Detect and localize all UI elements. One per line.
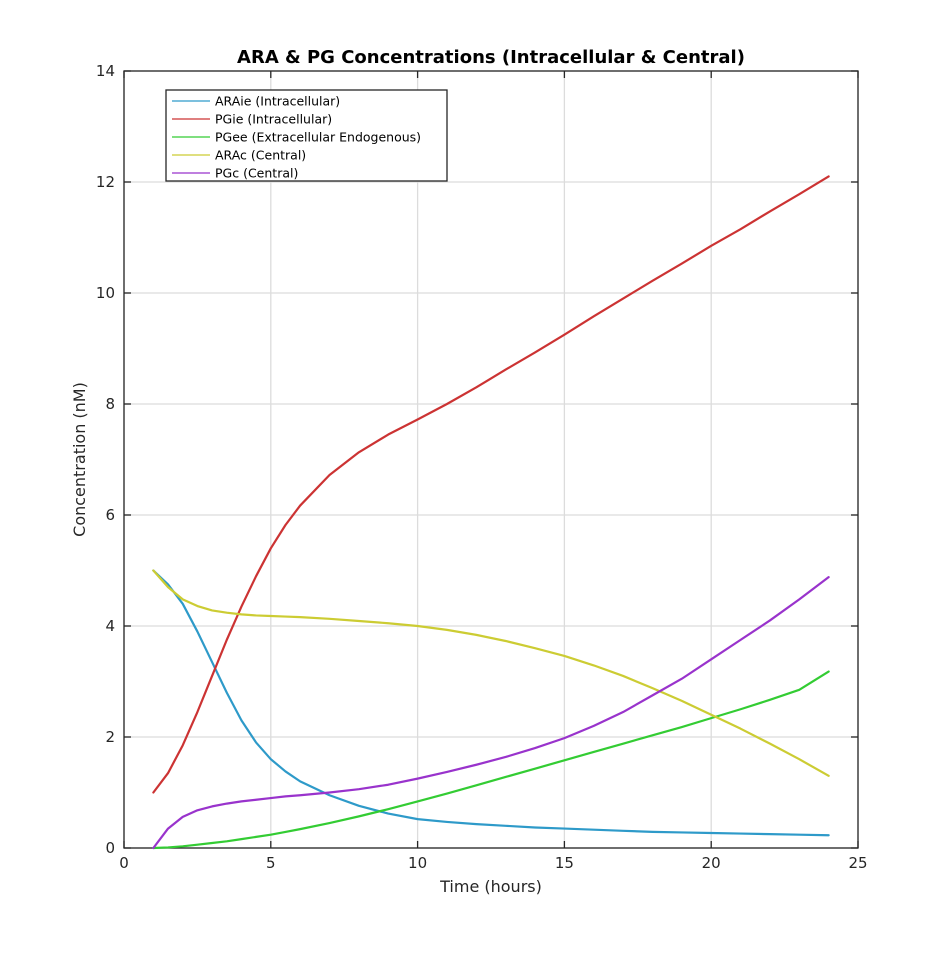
legend-label: PGc (Central): [215, 166, 298, 181]
legend: ARAie (Intracellular) PGie (Intracellular…: [165, 89, 448, 182]
legend-label: PGee (Extracellular Endogenous): [215, 130, 421, 145]
legend-label: ARAie (Intracellular): [215, 94, 340, 109]
legend-box: [165, 89, 448, 182]
y-tick-label: 12: [96, 173, 115, 191]
x-tick-label: 20: [702, 854, 721, 872]
y-tick-label: 2: [105, 728, 115, 746]
series-line-pgee-extracellular-endogenous: [152, 670, 830, 850]
y-tick-label: 10: [96, 284, 115, 302]
series-line-arac-central: [152, 569, 830, 777]
x-tick-label: 15: [555, 854, 574, 872]
y-tick-label: 8: [105, 395, 115, 413]
y-tick-label: 4: [105, 617, 115, 635]
y-tick-label: 0: [105, 839, 115, 857]
x-tick-label: 25: [848, 854, 867, 872]
x-axis-label: Time (hours): [439, 877, 542, 896]
y-tick-label: 6: [105, 506, 115, 524]
series-line-pgie-intracellular: [152, 175, 830, 794]
series-lines: [152, 175, 830, 850]
chart-title: ARA & PG Concentrations (Intracellular &…: [237, 47, 745, 68]
y-axis-label: Concentration (nM): [70, 382, 89, 537]
legend-label: PGie (Intracellular): [215, 112, 332, 127]
y-tick-label: 14: [96, 62, 115, 80]
axis-ticks: 0 5 10 15 20 25 0 2 4 6 8 10 12 14: [96, 62, 868, 872]
x-tick-label: 5: [266, 854, 276, 872]
x-tick-label: 10: [408, 854, 427, 872]
plot-area: [123, 70, 859, 849]
series-line-pgc-central: [152, 576, 830, 850]
x-tick-label: 0: [119, 854, 129, 872]
legend-label: ARAc (Central): [215, 148, 306, 163]
series-line-araie-intracellular: [152, 569, 830, 837]
